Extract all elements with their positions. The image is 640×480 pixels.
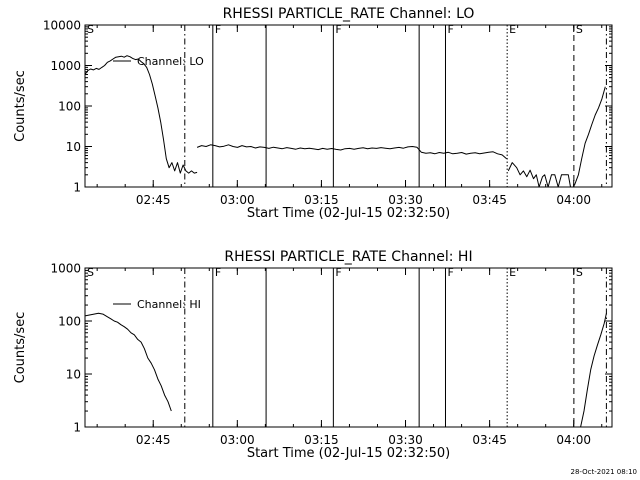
chart-title: RHESSI PARTICLE_RATE Channel: HI [224,249,472,265]
y-tick-label: 1 [73,421,81,435]
event-marker-label: F [447,23,453,36]
x-tick-label: 02:45 [136,433,171,447]
series-line [573,86,606,186]
x-tick-label: 03:15 [304,433,339,447]
series-line [84,312,172,412]
plot-frame [84,267,613,428]
event-marker-label: S [87,23,94,36]
x-axis-label: Start Time (02-Jul-15 02:32:50) [247,446,450,461]
x-tick-label: 03:45 [472,433,507,447]
event-marker-label: F [335,266,341,279]
x-tick-label: 02:45 [136,193,171,207]
x-tick-label: 04:00 [556,193,591,207]
event-marker-label: F [335,23,341,36]
chart-panel-1: RHESSI PARTICLE_RATE Channel: LO 1 10 100 10… [13,6,613,221]
y-axis-label: Counts/sec [13,312,28,384]
x-tick-label: 03:45 [472,193,507,207]
x-axis-label: Start Time (02-Jul-15 02:32:50) [247,206,450,221]
event-marker-label: S [576,266,583,279]
series-line [196,144,507,160]
event-marker-label: E [509,266,516,279]
x-tick-label: 03:00 [220,193,255,207]
legend-label: Channel: LO [137,55,204,68]
legend-label: Channel: HI [137,298,201,311]
x-tick-label: 03:15 [304,193,339,207]
event-marker-label: F [215,23,221,36]
series-line [580,313,607,428]
x-tick-label: 03:30 [388,193,423,207]
x-tick-label: 03:00 [220,433,255,447]
series-line [507,162,571,188]
event-marker-label: F [447,266,453,279]
event-marker-label: S [87,266,94,279]
chart-title: RHESSI PARTICLE_RATE Channel: LO [223,6,475,22]
series-line [84,55,198,174]
y-tick-label: 100 [58,100,81,114]
y-tick-label: 10 [66,140,81,154]
chart-panel-2: RHESSI PARTICLE_RATE Channel: HI 1 10 100 10… [13,249,613,461]
y-tick-label: 1000 [50,59,81,73]
event-marker-label: S [576,23,583,36]
x-tick-label: 03:30 [388,433,423,447]
event-marker-label: E [509,23,516,36]
y-axis-label: Counts/sec [13,70,28,142]
event-marker-label: F [215,266,221,279]
footer-timestamp: 28-Oct-2021 08:10 [571,468,637,476]
y-tick-label: 10000 [43,19,81,33]
y-tick-label: 1 [73,181,81,195]
x-tick-label: 04:00 [556,433,591,447]
y-tick-label: 10 [66,368,81,382]
y-tick-label: 1000 [50,262,81,276]
y-tick-label: 100 [58,315,81,329]
plot-frame [84,24,613,188]
